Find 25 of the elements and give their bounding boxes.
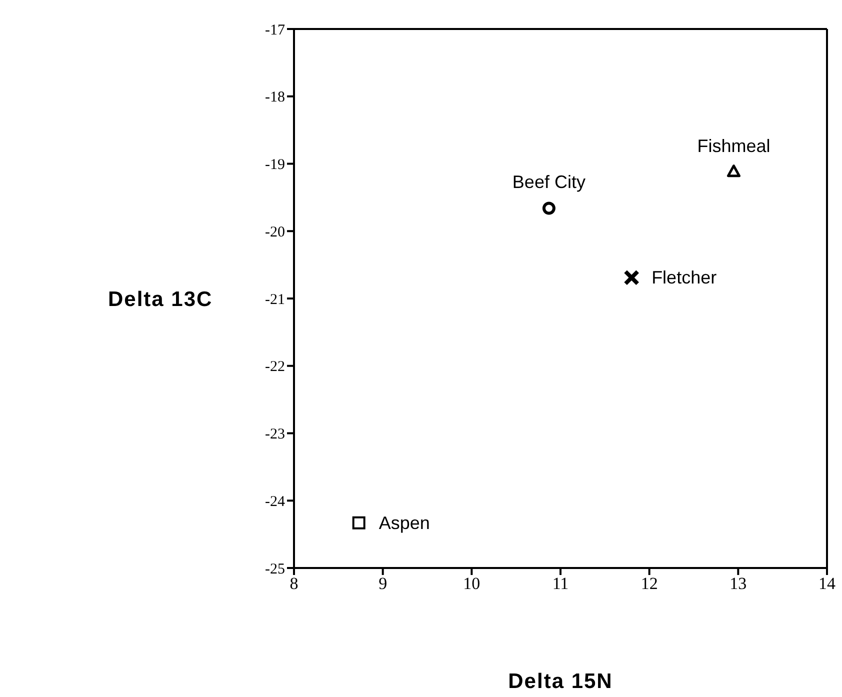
point [352,516,366,530]
y-tick-label: -17 [265,22,286,38]
y-tick-label: -22 [265,359,285,376]
point [542,202,556,215]
x-tick-label: 8 [290,574,298,594]
series-label: Fishmeal [697,136,770,156]
y-tick-label: -18 [265,90,285,106]
x-tick-label: 11 [552,574,569,594]
y-tick-label: -25 [265,561,285,578]
x-tick-label: 13 [730,574,747,594]
point [726,164,740,178]
y-tick-label: -19 [265,157,285,174]
x-tick-label: 14 [818,574,836,594]
y-tick-label: -21 [265,292,285,308]
y-tick-label: -20 [265,224,285,240]
y-axis-title: Delta 13C [108,288,213,311]
series-label: Beef City [512,172,586,192]
series-label: Fletcher [652,268,717,288]
y-tick-label: -24 [265,494,286,510]
y-tick-label: -23 [265,426,285,443]
x-tick-label: 9 [378,574,388,594]
x-axis-title: Delta 15N [508,670,613,693]
x-tick-label: 12 [640,574,658,594]
x-tick-label: 10 [463,574,480,594]
series-label: Aspen [378,512,430,533]
